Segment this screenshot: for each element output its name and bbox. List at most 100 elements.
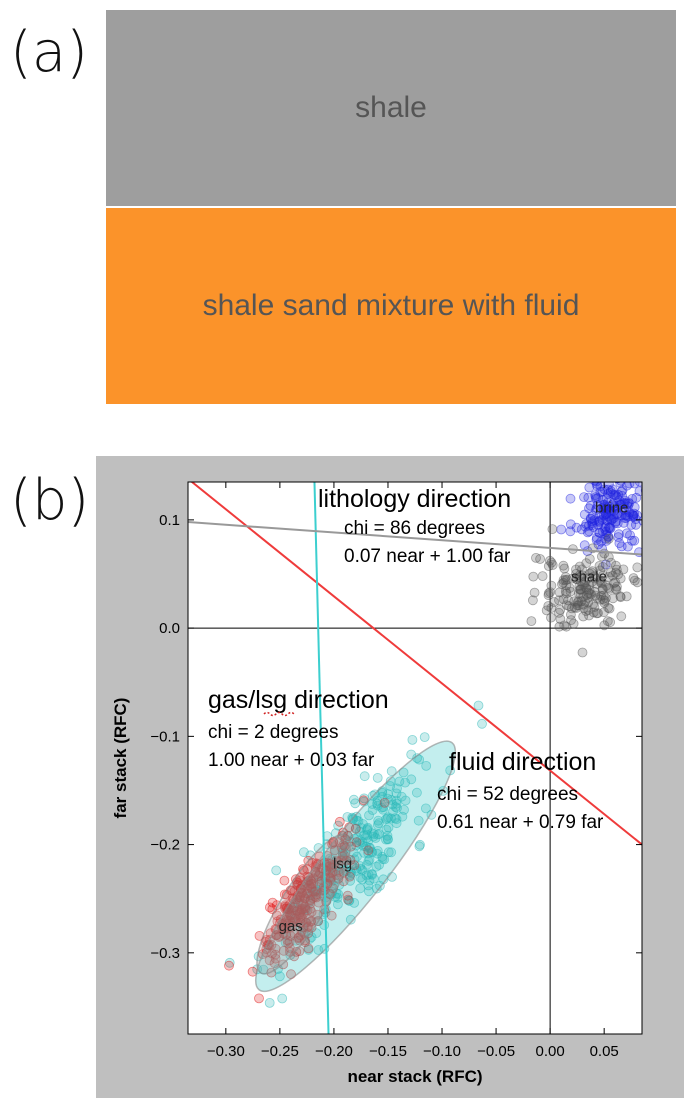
lsg-ellipse (254, 740, 457, 993)
gas-point (270, 949, 281, 960)
lithology-annotation: lithology direction chi = 86 degrees 0.0… (318, 485, 511, 567)
brine-point (626, 520, 637, 530)
brine-point (556, 524, 567, 535)
cluster-label-brine: brine (595, 499, 628, 516)
y-tick-label: 0.1 (159, 512, 180, 529)
brine-point (595, 482, 606, 492)
shale-point (612, 581, 622, 592)
brine-point (606, 506, 616, 517)
shale-point (584, 579, 595, 590)
brine-point (565, 526, 576, 537)
shale-layer: shale (106, 10, 676, 206)
brine-point (585, 500, 596, 511)
shale-point (574, 572, 585, 583)
shale-point (618, 564, 629, 575)
shale-point (575, 584, 586, 595)
shale-point (554, 587, 565, 598)
lsg-point (274, 971, 285, 982)
fluid-equation: 0.61 near + 0.79 far (437, 812, 604, 833)
shale-point (577, 647, 588, 658)
lsg-point (359, 771, 370, 782)
shale-point (543, 561, 554, 571)
shale-point (529, 587, 540, 598)
lsg-point (413, 815, 424, 826)
y-tick-label: 0.0 (159, 620, 180, 637)
lsg-point (419, 732, 430, 743)
shale-point (613, 569, 623, 580)
shale-point (595, 594, 606, 605)
brine-point (610, 517, 621, 528)
gas-point (289, 916, 300, 927)
brine-point (627, 535, 637, 546)
gas-point (331, 855, 342, 866)
lithology-direction-line (188, 521, 642, 556)
shale-point (561, 600, 572, 611)
lsg-point (385, 776, 396, 787)
gas-point (311, 892, 322, 903)
crossplot-figure: brine shale lsg gas −0.30 −0.25 −0.20 −0.15 −0.… (96, 456, 684, 1098)
shale-point (616, 611, 627, 622)
panel-b-label: (b) (10, 468, 90, 533)
fluid-direction-line (190, 482, 642, 846)
shale-layer-label: shale (355, 91, 427, 124)
lsg-point (277, 993, 288, 1004)
brine-point (582, 527, 593, 538)
lsg-point (391, 788, 402, 799)
panel-a-label: (a) (10, 20, 89, 85)
shale-point (578, 611, 589, 622)
fluid-annotation: fluid direction chi = 52 degrees 0.61 ne… (437, 748, 604, 833)
shale-point (531, 553, 541, 563)
lsg-point (406, 774, 417, 785)
lsg-point (406, 749, 417, 760)
shale-point (621, 591, 632, 602)
lsg-point (383, 847, 394, 858)
gas-lsg-annotation: gas/lsg direction chi = 2 degrees 1.00 n… (208, 686, 389, 771)
lsg-point (387, 799, 398, 810)
brine-point (599, 499, 610, 510)
lsg-point (412, 753, 423, 764)
gas-ellipse (256, 833, 352, 975)
gas-point (295, 907, 306, 918)
gas-point (351, 837, 362, 848)
lsg-point (400, 795, 411, 806)
lsg-point (381, 824, 392, 835)
gas-point (279, 875, 290, 886)
ticks: −0.30 −0.25 −0.20 −0.15 −0.10 −0.05 0.00 0.05 0.… (150, 482, 642, 1060)
cluster-shale (526, 524, 642, 658)
x-tick-label: 0.05 (590, 1043, 619, 1060)
lsg-point (382, 834, 393, 844)
shale-point (586, 589, 597, 600)
shale-point (560, 575, 571, 585)
brine-point (600, 533, 611, 544)
lsg-point (477, 718, 487, 729)
lsg-point (367, 799, 378, 809)
brine-point (617, 485, 628, 495)
brine-point (624, 482, 635, 489)
brine-point (613, 532, 624, 542)
brine-point (615, 482, 626, 486)
brine-point (609, 501, 619, 511)
shale-point (568, 618, 579, 629)
lsg-point (349, 897, 360, 908)
x-tick-label: 0.00 (536, 1043, 565, 1060)
gas-point (363, 845, 374, 856)
shale-point (604, 533, 614, 544)
gas-point (254, 993, 264, 1004)
lsg-point (271, 865, 282, 876)
gas-point (349, 860, 360, 871)
gas-point (336, 842, 347, 853)
shale-point (632, 577, 642, 588)
shale-point (527, 595, 538, 606)
shale-point (558, 560, 569, 571)
shale-point (569, 596, 580, 607)
lsg-point (385, 781, 396, 791)
shale-point (581, 558, 592, 569)
brine-point (629, 535, 640, 546)
shale-point (632, 562, 642, 573)
gas-point (270, 943, 281, 954)
gas-point (342, 890, 353, 901)
brine-point (621, 510, 632, 521)
spellcheck-underline (263, 711, 295, 717)
gas-point (379, 797, 390, 808)
